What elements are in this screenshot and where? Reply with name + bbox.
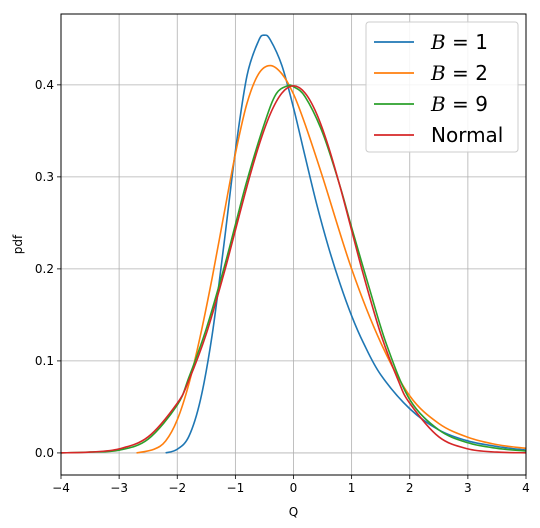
- y-tick-label: 0.0: [35, 446, 54, 460]
- x-tick-label: −4: [52, 481, 70, 495]
- legend-box: [365, 21, 519, 153]
- series-line-0: [165, 34, 526, 454]
- legend-label-val: 9: [475, 92, 488, 116]
- legend-label-eq: =: [446, 61, 475, 85]
- legend-label-val: 2: [475, 61, 488, 85]
- series-line-3: [61, 85, 526, 454]
- y-tick-label: 0.1: [35, 354, 54, 368]
- series-line-2: [61, 84, 526, 454]
- x-axis-label: Q: [289, 505, 298, 519]
- legend-label-eq: =: [446, 92, 475, 116]
- y-axis-ticks: 0.0 0.1 0.2 0.3 0.4: [35, 78, 61, 460]
- x-tick-label: −1: [227, 481, 245, 495]
- legend-label: B = 9: [430, 92, 488, 116]
- legend-label-var: B: [430, 92, 446, 116]
- legend-label-val: 1: [475, 30, 488, 54]
- legend-label: B = 1: [430, 30, 488, 54]
- y-axis-label: pdf: [11, 234, 25, 254]
- legend-label-eq: =: [446, 30, 475, 54]
- x-tick-label: −3: [110, 481, 128, 495]
- y-tick-label: 0.3: [35, 170, 54, 184]
- x-tick-label: 3: [464, 481, 472, 495]
- x-tick-label: 1: [348, 481, 356, 495]
- legend-label: Normal: [431, 123, 503, 147]
- y-tick-label: 0.2: [35, 262, 54, 276]
- x-axis-ticks: −4 −3 −2 −1 0 1 2 3 4: [52, 475, 530, 495]
- legend-label-var: B: [430, 61, 446, 85]
- x-tick-label: 2: [406, 481, 414, 495]
- x-tick-label: −2: [168, 481, 186, 495]
- legend-label-var: B: [430, 30, 446, 54]
- x-tick-label: 0: [290, 481, 298, 495]
- legend-label: B = 2: [430, 61, 488, 85]
- y-tick-label: 0.4: [35, 78, 54, 92]
- series-lines: [61, 34, 526, 454]
- series-line-1: [136, 64, 526, 454]
- x-tick-label: 4: [522, 481, 530, 495]
